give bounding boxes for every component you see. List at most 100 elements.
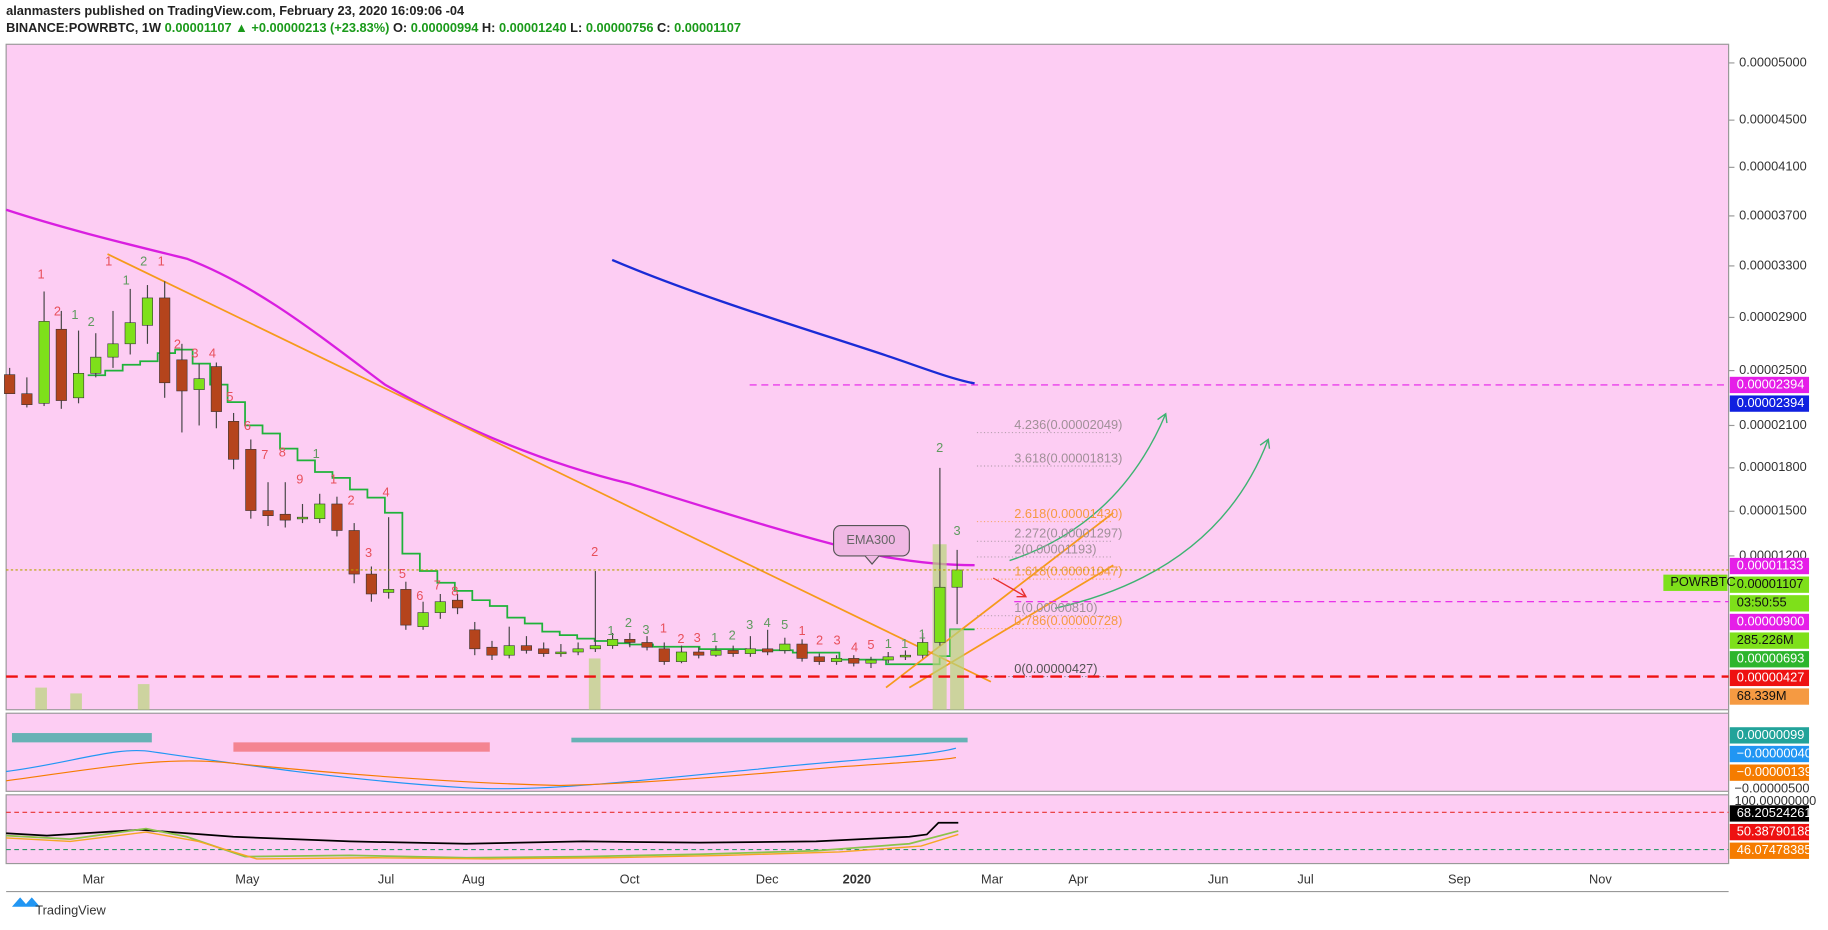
price-tag-label: 68.339M: [1737, 688, 1787, 703]
volume-bars: [35, 544, 965, 710]
candle-body: [744, 648, 756, 654]
macd-tag-label: 0.00000099: [1737, 727, 1805, 742]
rsi-tag-label: 46.07478385: [1737, 842, 1812, 857]
td-count: 3: [365, 545, 372, 560]
candle-body: [383, 589, 395, 593]
price-tag-label: 03:50:55: [1737, 595, 1787, 610]
td-count: 2: [348, 493, 355, 508]
ohlc-value: 0.00000994: [411, 21, 479, 36]
callout-tail: [864, 555, 880, 565]
arrow: [992, 577, 1028, 598]
candle-body: [193, 378, 205, 390]
candle-body: [917, 642, 929, 656]
callout-label: EMA300: [846, 532, 895, 547]
y-tick-label: 0.00001800: [1739, 459, 1807, 474]
candle-body: [882, 656, 894, 661]
td-count: 5: [781, 617, 788, 632]
td-count: 2: [140, 254, 147, 269]
y-tick-label: 0.00002500: [1739, 362, 1807, 377]
candle-body: [899, 654, 911, 658]
ohlc-value: 0.00000756: [586, 21, 654, 36]
x-tick-label: Dec: [756, 871, 779, 886]
td-count: 6: [416, 588, 423, 603]
stoch-line: [6, 831, 959, 860]
rsi-tag: [1729, 823, 1810, 841]
td-count: 2: [625, 615, 632, 630]
fib-label: 2(0.00001193): [1014, 541, 1096, 556]
y-tick-label: 0.00002900: [1739, 309, 1807, 324]
td-count: 4: [851, 639, 858, 654]
price-tag: [1729, 688, 1810, 705]
td-count: 7: [261, 447, 268, 462]
candle-body: [296, 516, 309, 520]
td-count: 8: [451, 583, 458, 598]
price-tag: [1729, 557, 1810, 575]
candle-body: [675, 651, 688, 662]
td-count: 1: [313, 446, 320, 461]
projection-arrow: [1054, 438, 1271, 610]
candle-body: [279, 513, 291, 521]
candle-body: [486, 646, 498, 656]
x-tick-label: Mar: [981, 871, 1004, 886]
td-count: 5: [867, 637, 874, 652]
y-tick-label: 0.00004500: [1739, 112, 1807, 127]
candle-body: [848, 658, 860, 664]
td-count: 2: [174, 336, 181, 351]
td-count: 1: [885, 636, 892, 651]
x-tick-label: Sep: [1448, 871, 1471, 886]
td-count: 1: [901, 636, 908, 651]
td-count: 3: [694, 630, 701, 645]
x-tick-label: Apr: [1068, 871, 1089, 886]
candle-body: [710, 650, 722, 656]
fib-label: 3.618(0.00001813): [1014, 450, 1122, 465]
td-count: 3: [834, 632, 841, 647]
td-count: 1: [799, 623, 806, 638]
price-tag: [1729, 651, 1810, 668]
td-count: 5: [226, 389, 233, 404]
fib-label: 4.236(0.00002049): [1014, 417, 1122, 432]
candle-body: [331, 503, 343, 531]
x-tick-label: Mar: [83, 871, 106, 886]
td-count: 3: [642, 622, 649, 637]
price-tag-label: 0.00001133: [1737, 557, 1804, 572]
fib-label: 1.618(0.00001047): [1014, 564, 1122, 579]
price-tag: [1729, 576, 1810, 593]
candle-body: [951, 569, 963, 588]
td-count: 1: [123, 272, 130, 287]
candle-body: [262, 510, 274, 516]
change: ▲ +0.00000213 (+23.83%): [235, 21, 389, 36]
candle-body: [469, 629, 481, 650]
y-tick-label: 0.00003300: [1739, 257, 1807, 272]
td-count: 2: [936, 440, 943, 455]
x-tick-label: Nov: [1589, 871, 1612, 886]
ema-line-2: [611, 258, 975, 385]
candle-body: [176, 359, 188, 392]
td-count: 4: [764, 615, 771, 630]
y-tick-label: 0.00005000: [1739, 54, 1807, 69]
price-tag: [1729, 613, 1810, 631]
td-count: 7: [434, 578, 441, 593]
fib-label: 2.272(0.00001297): [1014, 526, 1122, 541]
price-tag: [1729, 395, 1810, 412]
macd-tag: [1729, 727, 1810, 744]
td-count: 1: [105, 254, 112, 269]
macd-pane: [5, 712, 1730, 792]
td-count: 2: [54, 304, 61, 319]
fib-label: 0(0.00000427): [1014, 661, 1097, 676]
macd-tag: [1729, 764, 1810, 781]
candle-body: [503, 645, 515, 656]
td-count: 3: [954, 523, 961, 538]
price-tag-label: 0.00001107: [1737, 576, 1804, 591]
td-count: 4: [209, 346, 216, 361]
td-count: 5: [399, 566, 406, 581]
td-count: 3: [746, 617, 753, 632]
td-count: 1: [607, 623, 614, 638]
price-tag: [1729, 669, 1810, 687]
ohlc-key: O:: [393, 21, 407, 36]
x-tick-label: Jul: [1297, 871, 1313, 886]
trendline: [107, 253, 992, 683]
td-count: 1: [38, 266, 45, 281]
candle-body: [417, 612, 429, 627]
fib-label: 1(0.00000810): [1014, 600, 1097, 615]
